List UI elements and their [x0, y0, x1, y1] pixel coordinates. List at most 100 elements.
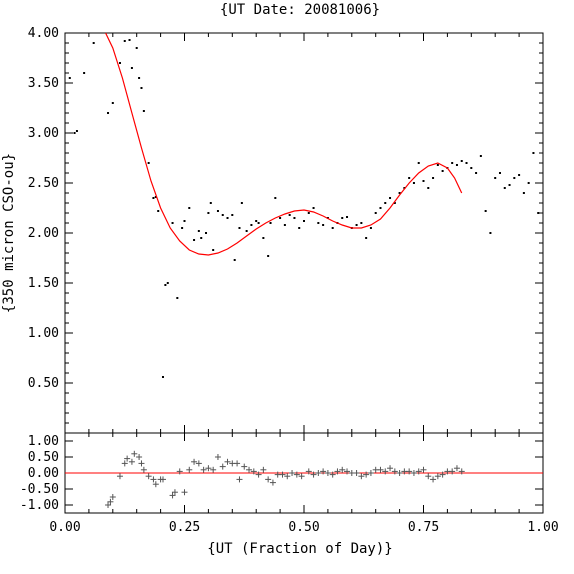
- data-point: [503, 187, 506, 189]
- data-point: [83, 72, 86, 74]
- residual-point: [121, 460, 128, 467]
- residual-point: [363, 471, 370, 478]
- bottom-y-tick-label: 0.00: [28, 466, 59, 481]
- data-point: [111, 102, 114, 104]
- residual-point: [131, 450, 138, 457]
- data-point: [288, 214, 291, 216]
- residual-point: [181, 489, 188, 496]
- data-point: [283, 224, 286, 226]
- residual-point: [186, 466, 193, 473]
- data-point: [269, 222, 272, 224]
- residual-point: [449, 468, 456, 475]
- residual-point: [289, 470, 296, 476]
- residual-point: [107, 498, 114, 505]
- residual-point: [406, 468, 413, 475]
- data-point: [262, 237, 265, 239]
- residual-point: [439, 471, 446, 478]
- x-tick-label: 0.25: [169, 520, 200, 535]
- residual-point: [169, 492, 176, 499]
- data-point: [140, 87, 143, 89]
- residual-point: [310, 471, 317, 478]
- data-point: [360, 222, 363, 224]
- residual-point: [329, 471, 336, 478]
- residual-point: [159, 476, 166, 483]
- data-point: [455, 164, 458, 166]
- residual-point: [191, 458, 198, 465]
- residual-point: [195, 460, 202, 467]
- top-y-tick-label: 4.00: [28, 26, 59, 41]
- data-point: [498, 172, 501, 174]
- y-axis-label: {350 micron CSO-ou}: [1, 153, 17, 313]
- data-point: [181, 227, 184, 229]
- data-point: [197, 230, 200, 232]
- residual-point: [224, 458, 231, 465]
- data-point: [231, 214, 234, 216]
- data-point: [513, 177, 516, 179]
- data-point: [412, 182, 415, 184]
- top-y-tick-label: 2.50: [28, 176, 59, 191]
- data-point: [532, 152, 535, 154]
- data-point: [128, 39, 131, 41]
- data-point: [355, 224, 358, 226]
- bottom-panel-ticks: -1.00-0.500.000.501.00: [20, 434, 543, 513]
- data-point: [408, 177, 411, 179]
- residual-point: [293, 471, 300, 478]
- data-point: [164, 284, 167, 286]
- data-point: [250, 224, 253, 226]
- top-y-tick-label: 3.00: [28, 126, 59, 141]
- residual-point: [367, 470, 374, 476]
- bottom-y-tick-label: 1.00: [28, 434, 59, 449]
- data-point: [293, 217, 296, 219]
- data-point: [138, 77, 141, 79]
- data-point: [221, 214, 224, 216]
- data-point: [379, 207, 382, 209]
- residual-point: [320, 468, 327, 475]
- data-point: [267, 255, 270, 257]
- data-point: [92, 42, 95, 44]
- data-point: [475, 172, 478, 174]
- data-point: [441, 170, 444, 172]
- residual-point: [339, 466, 346, 473]
- residual-point: [377, 466, 384, 473]
- data-point: [470, 167, 473, 169]
- residual-point: [387, 465, 394, 472]
- data-point: [233, 259, 236, 261]
- residual-point: [138, 460, 145, 467]
- top-panel-ticks: 0.50 1.00 1.50 2.00 2.50 3.00 3.50 4.00: [28, 26, 543, 424]
- data-point: [209, 202, 212, 204]
- residual-point: [255, 471, 262, 478]
- residual-point: [200, 466, 207, 473]
- residual-point: [458, 468, 465, 475]
- data-point: [317, 222, 320, 224]
- x-tick-label: 0.75: [408, 520, 439, 535]
- residual-point: [210, 466, 217, 473]
- data-point: [322, 224, 325, 226]
- data-point: [303, 220, 305, 222]
- residual-point: [260, 466, 267, 473]
- residual-point: [324, 470, 331, 476]
- residual-point: [265, 476, 272, 483]
- data-point: [75, 130, 78, 132]
- data-point: [171, 222, 174, 224]
- residual-point: [241, 463, 248, 470]
- residual-point: [176, 468, 183, 475]
- data-point: [422, 180, 425, 182]
- top-y-tick-label: 2.00: [28, 226, 59, 241]
- data-point: [479, 155, 482, 157]
- x-axis-ticks: 0.00 0.25 0.50 0.75 1.00: [49, 33, 559, 535]
- data-point: [255, 220, 258, 222]
- data-point: [216, 210, 219, 212]
- data-point: [279, 217, 282, 219]
- data-point: [176, 297, 179, 299]
- data-point: [384, 202, 387, 204]
- data-point: [465, 162, 468, 164]
- residual-point: [391, 468, 398, 475]
- top-y-tick-label: 3.50: [28, 76, 59, 91]
- data-point: [427, 187, 430, 189]
- residual-point: [358, 473, 365, 480]
- residual-point: [150, 476, 157, 483]
- residual-point: [171, 489, 178, 496]
- residual-point: [334, 468, 341, 475]
- residual-point: [140, 466, 147, 473]
- top-y-tick-label: 1.50: [28, 276, 59, 291]
